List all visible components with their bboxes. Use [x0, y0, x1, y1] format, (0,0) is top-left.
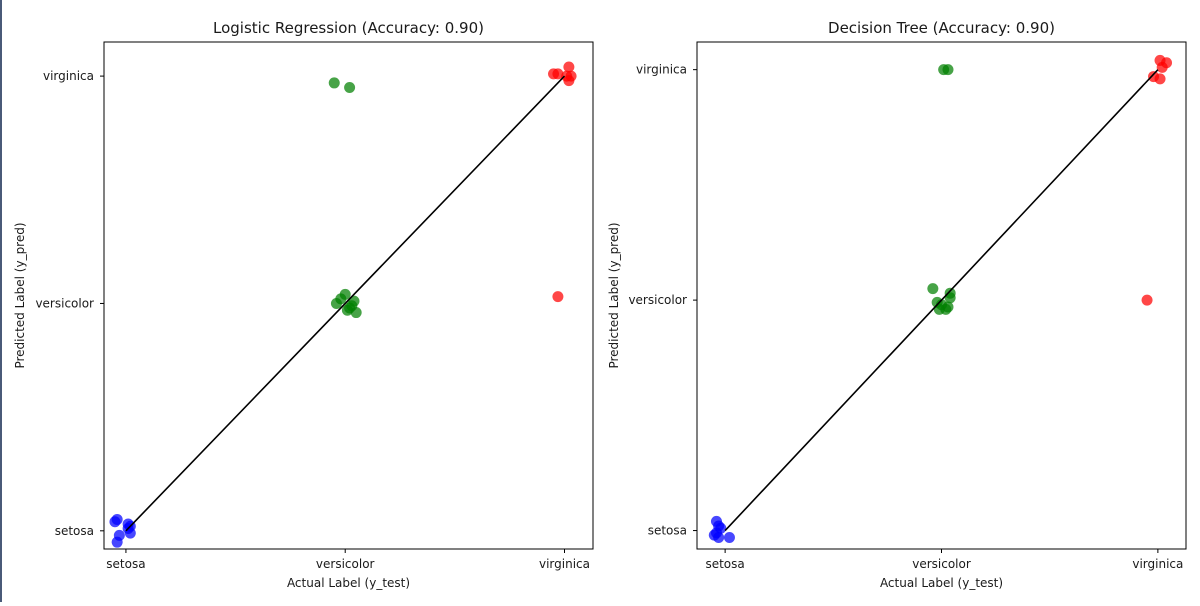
chart2-series2-point [927, 283, 939, 295]
chart2-series3-point [1141, 294, 1153, 306]
chart2-y-tick-label: setosa [648, 524, 687, 538]
chart2-x-axis-label: Actual Label (y_test) [880, 576, 1003, 590]
chart1-y-axis-label: Predicted Label (y_pred) [13, 222, 27, 368]
chart2-diagonal-line [724, 69, 1159, 532]
chart2-series1-point [723, 531, 735, 543]
chart2-series3-point [1154, 73, 1166, 85]
chart2-y-axis-label: Predicted Label (y_pred) [607, 222, 621, 368]
chart1-y-tick-label: versicolor [35, 296, 94, 310]
chart2-series2-point [942, 64, 954, 76]
chart1-series3-point [563, 61, 575, 73]
chart1-title: Logistic Regression (Accuracy: 0.90) [213, 19, 484, 37]
chart2-title: Decision Tree (Accuracy: 0.90) [828, 19, 1055, 37]
chart2-y-tick-label: versicolor [628, 293, 687, 307]
chart2-series2-point [944, 292, 956, 304]
chart2-series1-point [713, 531, 725, 543]
chart2-series2-point [940, 303, 952, 315]
chart2-x-tick-label: virginica [1132, 557, 1183, 571]
chart1-diagonal-line [125, 75, 566, 532]
chart1-series1-point [111, 513, 123, 525]
chart1-y-tick-label: setosa [55, 524, 94, 538]
chart2-x-tick-label: versicolor [912, 557, 971, 571]
chart2-y-tick-label: virginica [636, 63, 687, 77]
chart1-series2-point [335, 293, 347, 305]
chart2-x-tick-label: setosa [705, 557, 744, 571]
chart1-x-tick-label: versicolor [316, 557, 375, 571]
chart1-x-axis-label: Actual Label (y_test) [287, 576, 410, 590]
chart1-y-tick-label: virginica [43, 69, 94, 83]
chart1-series3-point [552, 68, 564, 80]
chart1-x-tick-label: virginica [539, 557, 590, 571]
chart1-series3-point [563, 75, 575, 87]
chart2-series3-point [1156, 61, 1168, 73]
chart1-series2-point [341, 304, 353, 316]
chart1-series2-point [328, 77, 340, 89]
chart1-series1-point [111, 536, 123, 548]
chart1-series2-point [344, 81, 356, 93]
chart1-series3-point [552, 291, 564, 303]
chart1-x-tick-label: setosa [106, 557, 145, 571]
window-edge [0, 0, 2, 602]
